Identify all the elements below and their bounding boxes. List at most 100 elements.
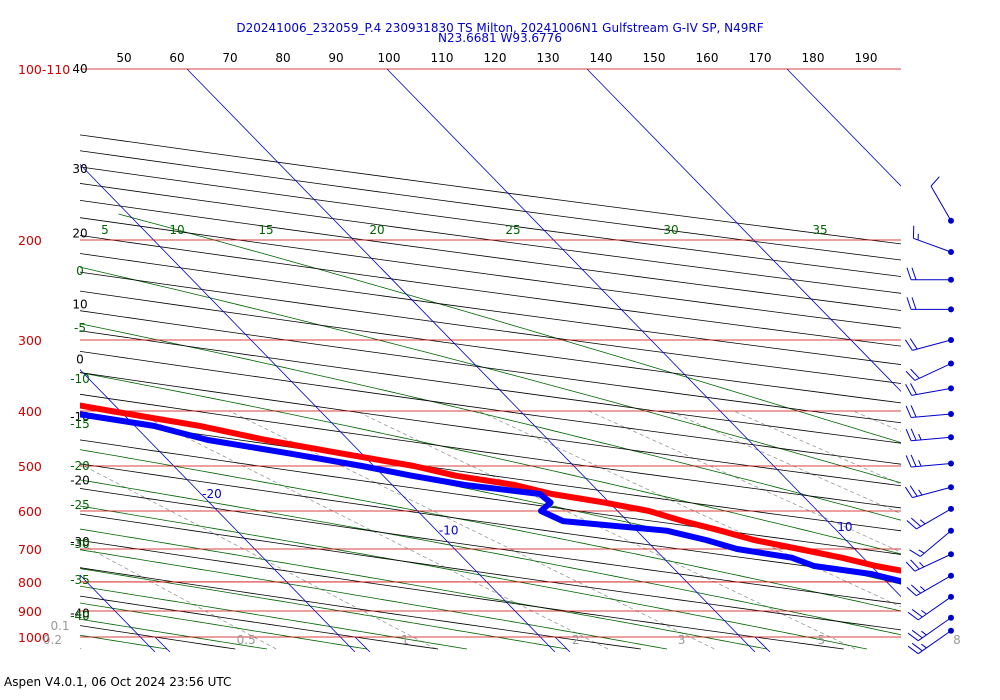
mixing-ratio-label: 3: [678, 633, 686, 647]
wind-barb-flag: [909, 485, 918, 497]
wind-barb-flag: [930, 176, 940, 187]
mixing-ratio-label: 0.2: [43, 633, 62, 647]
wind-barb: [905, 428, 954, 442]
sounding-profiles: [80, 402, 901, 585]
wind-barb-half-flag: [921, 630, 927, 636]
isotherm-line: [80, 369, 356, 652]
dry-adiabat-line: [80, 439, 901, 555]
isotherm-line: [386, 68, 901, 598]
wind-barb-flag: [907, 632, 919, 642]
dry-adiabat-line: [80, 199, 901, 311]
moist-adiabat-label: 5: [101, 223, 109, 237]
top-scale-label: 110: [431, 51, 454, 65]
wind-barb-staff: [916, 508, 952, 530]
wind-barb: [905, 454, 954, 468]
wind-barb-staff: [912, 486, 952, 499]
isotherm-line: [987, 69, 1000, 652]
isobars: [80, 68, 901, 638]
wind-barb: [904, 484, 954, 499]
pressure-tick-label: 200: [18, 233, 42, 248]
isotherm-line: [554, 636, 571, 652]
wind-barb: [905, 405, 954, 419]
wind-barb-staff: [911, 436, 952, 442]
wind-barbs: [904, 176, 954, 655]
isotherm-label: -10: [439, 524, 459, 538]
wind-barb-flag: [907, 611, 919, 621]
wind-barb-flag: [906, 297, 912, 310]
wind-barb-half-flag: [918, 549, 925, 554]
dry-adiabat-line: [80, 416, 901, 532]
wind-barb-staff: [920, 530, 952, 557]
dry-adiabat-line: [80, 217, 901, 329]
height-label: -40: [70, 607, 90, 621]
wind-barb: [905, 551, 954, 572]
moist-adiabat-label: -20: [70, 459, 90, 473]
wind-barb-flag: [910, 454, 917, 467]
moist-adiabat-label: -25: [70, 498, 90, 512]
footer-text: Aspen V4.0.1, 06 Oct 2024 23:56 UTC: [4, 675, 232, 689]
wind-barb-flag: [910, 559, 920, 570]
mixing-ratio-label: 0.1: [50, 619, 69, 633]
wind-barb-flag: [905, 383, 913, 396]
top-scale-label: 90: [328, 51, 343, 65]
wind-barb: [904, 337, 954, 351]
mixing-ratio-line: [355, 410, 856, 650]
moist-adiabat-label: 30: [663, 223, 678, 237]
mixing-ratio-label: 0.5: [237, 633, 256, 647]
wind-barb: [905, 360, 954, 381]
wind-barb-staff: [912, 339, 952, 351]
moist-adiabat-label: -15: [70, 417, 90, 431]
pressure-tick-label: 300: [18, 333, 42, 348]
dry-adiabat-line: [80, 253, 901, 365]
height-label: -30: [70, 535, 90, 549]
dry-adiabat-line: [80, 567, 641, 650]
moist-adiabat-line: [80, 449, 901, 612]
wind-barb-half-flag: [921, 643, 927, 649]
wind-barb-flag: [907, 645, 919, 655]
wind-barb: [906, 505, 954, 530]
wind-barb: [906, 572, 954, 597]
moist-adiabat-line: [80, 323, 901, 521]
temperature-profile: [80, 402, 901, 574]
moist-adiabat-line: [80, 372, 901, 555]
moist-adiabat-line: [80, 549, 668, 650]
chart-title-line1: D20241006_232059_P.4 230931830 TS Milton…: [236, 21, 764, 35]
wind-barb-staff: [911, 387, 952, 396]
wind-barb-flag: [905, 405, 912, 418]
wind-barb-half-flag: [921, 609, 927, 615]
wind-barb-flag: [906, 267, 912, 280]
pressure-tick-label: 100-110: [18, 62, 70, 77]
wind-barb-staff: [916, 575, 952, 597]
moist-adiabat-line: [80, 528, 768, 650]
wind-barb-flag: [905, 370, 916, 381]
wind-barb-flag: [910, 428, 917, 441]
wind-barb-flag: [911, 297, 917, 310]
wind-barb-staff: [917, 617, 952, 642]
isotherm-line: [154, 636, 171, 652]
top-scale-label: 140: [590, 51, 613, 65]
moist-adiabat-label: 15: [258, 223, 273, 237]
top-scale-label: 80: [275, 51, 290, 65]
chart-title-line2: N23.6681 W93.6776: [438, 31, 562, 45]
wind-barb-flag: [906, 586, 917, 597]
pressure-tick-label: 800: [18, 575, 42, 590]
wind-barb-flag: [904, 339, 913, 351]
moist-adiabat-line: [80, 568, 568, 650]
isotherm-label: 10: [837, 520, 852, 534]
dry-adiabat-line: [80, 513, 901, 631]
wind-barb-flag: [905, 428, 912, 441]
wind-barb: [906, 297, 954, 313]
top-scale-label: 100: [378, 51, 401, 65]
pressure-tick-label: 500: [18, 459, 42, 474]
top-scale-label: 180: [802, 51, 825, 65]
height-label: 30: [72, 162, 87, 176]
wind-barb-flag: [910, 368, 920, 379]
wind-barb: [906, 267, 954, 283]
moist-adiabat-line: [80, 585, 468, 650]
top-scale-label: 120: [484, 51, 507, 65]
moist-adiabat-label: -35: [70, 573, 90, 587]
moist-adiabat-line: [118, 213, 901, 444]
moist-adiabat-label: -5: [74, 321, 86, 335]
dry-adiabat-line: [80, 393, 901, 509]
moist-adiabat-label: -10: [70, 372, 90, 386]
